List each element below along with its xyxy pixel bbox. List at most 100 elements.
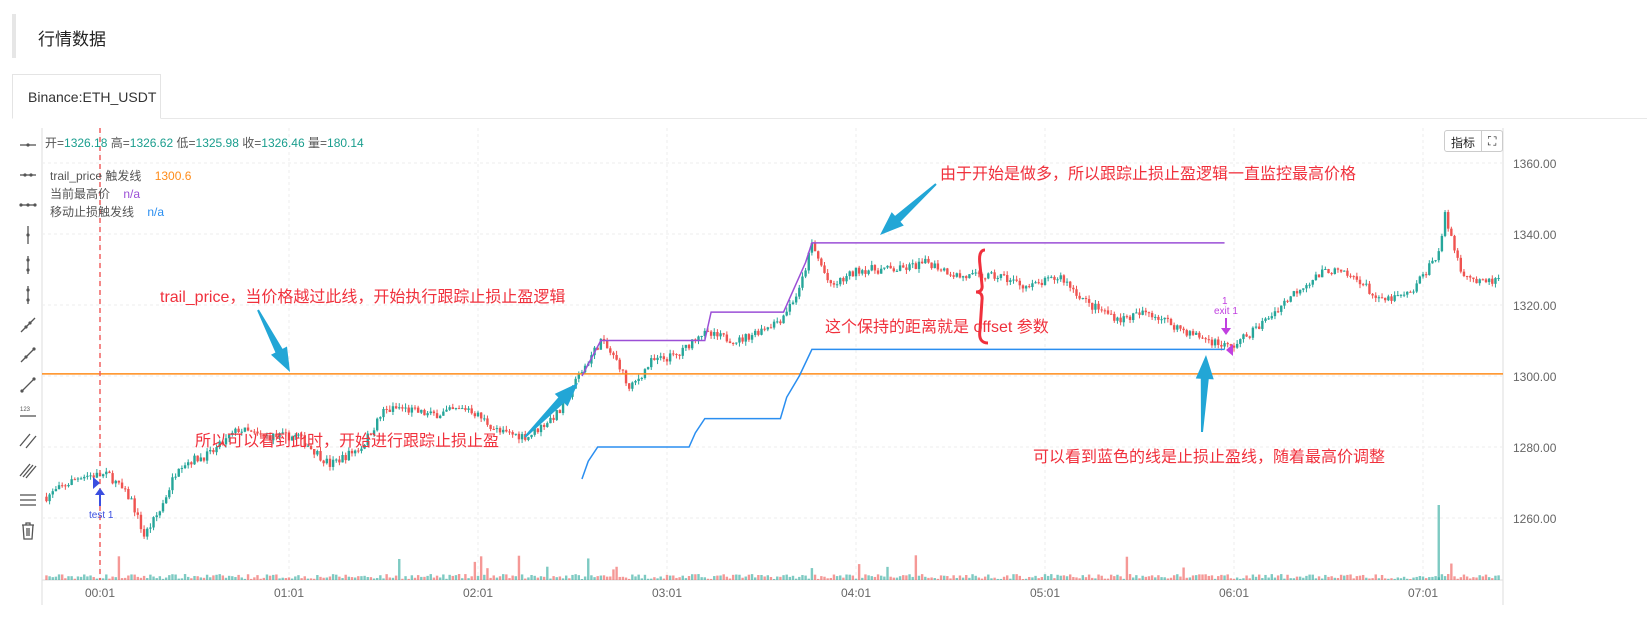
candle-body	[331, 459, 335, 467]
candle-body	[130, 498, 133, 500]
volume-bar	[259, 578, 262, 580]
candle-body	[1377, 297, 1381, 299]
candle-body	[338, 459, 341, 463]
volume-bar	[857, 564, 861, 580]
volume-bar	[1402, 576, 1406, 580]
volume-bar	[675, 577, 678, 580]
volume-bar	[1138, 578, 1141, 580]
volume-bar	[331, 574, 335, 580]
volume-bar	[561, 578, 565, 580]
candle-body	[1415, 283, 1418, 292]
candle-body	[464, 408, 467, 410]
price-label-icon[interactable]: 123	[17, 401, 39, 423]
volume-bar	[829, 577, 832, 580]
candle-body	[539, 424, 543, 433]
candle-body	[470, 408, 473, 414]
volume-bar	[788, 576, 792, 580]
y-tick-label: 1300.00	[1513, 370, 1557, 384]
candle-body	[791, 302, 795, 304]
legend-value: 1300.6	[154, 169, 192, 183]
volume-bar	[268, 575, 272, 580]
candle-body	[813, 242, 817, 252]
fullscreen-button[interactable]: ⛶	[1481, 131, 1502, 151]
volume-bar	[300, 578, 303, 580]
candle-body	[1018, 280, 1021, 286]
volume-bar	[174, 574, 177, 580]
candle-body	[142, 529, 146, 537]
candle-body	[1138, 312, 1141, 315]
candle-body	[1132, 313, 1135, 321]
pitchfork-icon[interactable]	[17, 459, 39, 481]
vertical-segment-icon[interactable]	[17, 284, 39, 306]
volume-bar	[1333, 577, 1336, 580]
volume-bar	[1037, 578, 1040, 580]
candle-body	[750, 335, 754, 340]
volume-bar	[1447, 574, 1450, 580]
volume-bar	[1434, 576, 1437, 580]
volume-bar	[1308, 574, 1311, 580]
trend-line-icon[interactable]	[17, 314, 39, 336]
candle-body	[457, 408, 461, 410]
indicators-button[interactable]: 指标	[1451, 136, 1476, 150]
candle-body	[902, 265, 905, 268]
candle-body	[67, 484, 70, 487]
candle-body	[615, 355, 618, 360]
candle-body	[1069, 281, 1072, 288]
tab-binance-eth-usdt[interactable]: Binance:ETH_USDT	[12, 74, 161, 119]
candle-body	[1084, 298, 1088, 300]
candle-body	[744, 334, 747, 342]
vertical-line-icon[interactable]	[17, 224, 39, 246]
candle-body	[92, 475, 95, 478]
volume-bar	[1144, 576, 1147, 580]
volume-bar	[457, 574, 461, 580]
vertical-ray-icon[interactable]	[17, 254, 39, 276]
volume-bar	[382, 578, 385, 580]
volume-bar	[602, 575, 606, 580]
candle-body	[672, 353, 675, 355]
candle-body	[187, 462, 190, 466]
horizontal-ray-icon[interactable]	[17, 134, 39, 156]
candle-body	[476, 412, 480, 417]
settings-lines-icon[interactable]	[17, 489, 39, 511]
volume-bar	[325, 577, 328, 580]
volume-bar	[265, 574, 269, 580]
volume-bar	[432, 577, 436, 580]
volume-bar	[161, 578, 165, 580]
candle-body	[1453, 235, 1456, 251]
volume-bar	[196, 576, 199, 580]
volume-bar	[1292, 578, 1296, 580]
volume-bar	[1399, 578, 1403, 580]
volume-bar	[1330, 576, 1333, 580]
volume-bar	[492, 575, 495, 580]
candle-body	[426, 413, 429, 416]
volume-bar	[114, 577, 117, 580]
ray-icon[interactable]	[17, 344, 39, 366]
volume-bar	[360, 576, 363, 580]
legend-highest-price: 当前最高价 n/a	[50, 185, 140, 202]
candle-body	[1201, 337, 1204, 339]
volume-bar	[839, 575, 842, 580]
segment-icon[interactable]	[17, 374, 39, 396]
annotation-trail-price: trail_price，当价格越过此线，开始执行跟踪止损止盈逻辑	[160, 289, 566, 306]
candle-body	[1412, 291, 1415, 293]
volume-bar	[303, 576, 306, 580]
horizontal-line-icon[interactable]	[17, 164, 39, 186]
candle-body	[1113, 313, 1116, 321]
volume-bar	[905, 575, 908, 580]
horizontal-segment-icon[interactable]	[17, 194, 39, 216]
volume-bar	[1415, 576, 1418, 580]
volume-bar	[237, 574, 240, 580]
candle-body	[1050, 276, 1053, 278]
x-tick-label: 05:01	[1030, 586, 1060, 600]
volume-bar	[1220, 574, 1223, 580]
candle-body	[930, 262, 933, 269]
volume-bar	[130, 574, 133, 580]
trash-icon[interactable]	[17, 519, 39, 541]
volume-bar	[1267, 577, 1270, 580]
parallel-channel-icon[interactable]	[17, 429, 39, 451]
volume-bar	[634, 576, 637, 580]
volume-bar	[1336, 577, 1340, 580]
volume-bar	[1270, 574, 1273, 580]
volume-bar	[1497, 575, 1500, 580]
